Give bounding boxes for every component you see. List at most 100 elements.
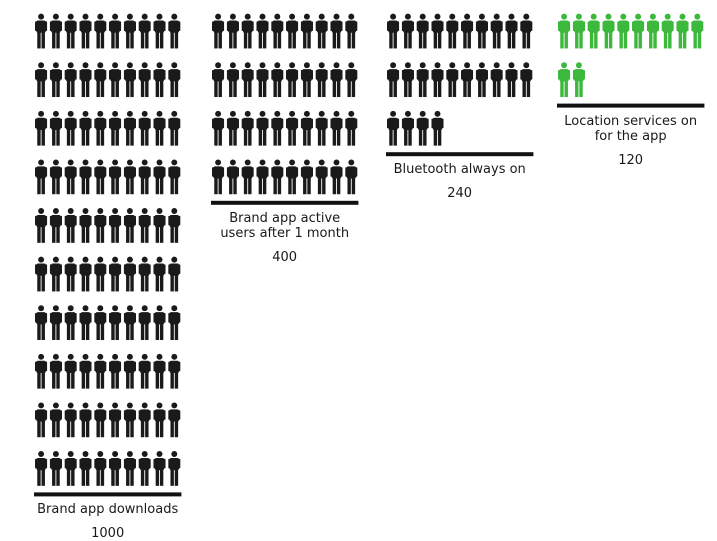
person-icon [109,13,122,49]
person-icon [49,256,62,292]
person-icon [505,62,518,98]
person-icon [401,13,414,49]
person-icon [431,62,444,98]
person-icon [49,451,62,486]
person-icon [212,110,225,146]
person-icon [49,110,62,146]
person-icon [168,208,181,243]
person-icon [256,13,269,49]
person-icon [138,256,151,292]
person-icon [286,62,299,98]
person-icon [153,13,166,49]
category-value: 240 [447,186,473,202]
person-icon [661,13,674,49]
person-icon [79,305,92,341]
person-icon [168,402,181,438]
person-icon [300,13,313,49]
person-icon [490,13,503,49]
person-icon [212,159,225,195]
person-icon [241,13,254,49]
person-icon [315,62,328,98]
person-icon [572,62,585,98]
person-icon [241,62,254,98]
person-icon [446,13,459,49]
person-icon [168,305,181,341]
person-icon [345,110,358,146]
person-icon [64,402,77,438]
person-icon [94,353,107,389]
person-icon [64,110,77,146]
person-icon [35,305,48,341]
person-icon [123,110,136,146]
person-icon [138,159,151,195]
person-icon [416,110,429,146]
person-icon [94,256,107,292]
person-icon [49,353,62,389]
person-icon [109,305,122,341]
person-icon [35,13,48,49]
person-icon [138,353,151,389]
person-icon [520,13,533,49]
person-icon [109,208,122,243]
person-icon [212,62,225,98]
person-icon [226,62,239,98]
person-icon [123,13,136,49]
person-icon [153,305,166,341]
person-icon [168,13,181,49]
person-icon [138,402,151,438]
category-value: 400 [272,249,298,265]
person-icon [123,159,136,195]
person-icon [79,62,92,98]
person-icon [109,159,122,195]
person-icon [49,402,62,438]
person-icon [300,159,313,195]
person-icon [345,13,358,49]
person-icon [446,62,459,98]
person-icon [123,353,136,389]
person-icon [431,110,444,146]
person-icon [64,62,77,98]
person-icon [558,62,571,98]
person-icon [138,13,151,49]
person-icon [153,159,166,195]
category-label: Location services on for the app [564,113,698,144]
person-icon [168,62,181,98]
person-icon [35,159,48,195]
category-label: Brand app downloads [37,502,179,518]
person-icon [168,110,181,146]
category-label: Brand app active users after 1 month [220,210,350,241]
person-icon [35,110,48,146]
person-icon [330,159,343,195]
person-icon [35,451,48,486]
person-icon [109,451,122,486]
person-icon [461,13,474,49]
person-icon [138,451,151,486]
person-icon [431,13,444,49]
category-value: 1000 [91,526,125,541]
person-icon [271,13,284,49]
person-icon [401,62,414,98]
person-icon [123,305,136,341]
person-icon [587,13,600,49]
person-icon [300,62,313,98]
person-icon [94,110,107,146]
person-icon [241,159,254,195]
person-icon [416,13,429,49]
person-icon [168,159,181,195]
person-icon [490,62,503,98]
baseline-bar [211,200,359,205]
person-icon [691,13,704,49]
person-icon [79,13,92,49]
person-icon [212,13,225,49]
person-icon [676,13,689,49]
person-icon [286,13,299,49]
person-icon [505,13,518,49]
person-icon [345,62,358,98]
person-icon [64,305,77,341]
person-icon [35,62,48,98]
person-icon [138,62,151,98]
person-icon [153,451,166,486]
person-icon [64,256,77,292]
person-icon [572,13,585,49]
person-icon [286,159,299,195]
